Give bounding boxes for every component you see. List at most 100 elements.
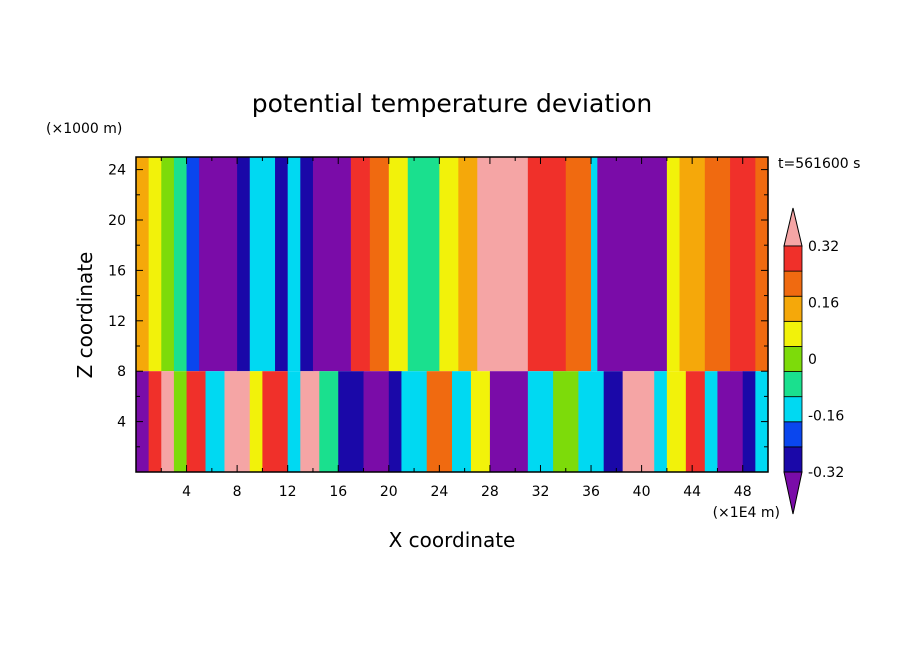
lower-layer-band bbox=[161, 371, 175, 472]
colorbar-swatch bbox=[783, 320, 803, 347]
lower-layer-band bbox=[401, 371, 428, 472]
y-tick-label: 16 bbox=[108, 263, 126, 279]
lower-layer-band bbox=[388, 371, 403, 472]
x-tick-label: 16 bbox=[329, 484, 347, 500]
upper-layer-band bbox=[679, 157, 706, 372]
lower-layer-band bbox=[603, 371, 624, 472]
upper-layer-band bbox=[407, 157, 440, 372]
colorbar: -0.32 -0.16 0 0.16 0.32 bbox=[783, 207, 844, 515]
colorbar-swatch bbox=[783, 371, 803, 398]
upper-layer-band bbox=[136, 157, 150, 372]
x-unit-label: (×1E4 m) bbox=[713, 505, 780, 521]
x-tick-label: 32 bbox=[532, 484, 550, 500]
y-axis: 4 8 12 16 20 24 bbox=[108, 163, 768, 448]
colorbar-swatch bbox=[783, 396, 803, 423]
upper-layer-band bbox=[458, 157, 478, 372]
lower-layer-band bbox=[452, 371, 472, 472]
upper-layer-band bbox=[369, 157, 390, 372]
lower-layer-band bbox=[287, 371, 301, 472]
upper-layer-band bbox=[161, 157, 175, 372]
colorbar-swatch bbox=[783, 421, 803, 448]
lower-layer-band bbox=[685, 371, 706, 472]
plot-frame bbox=[135, 156, 769, 473]
upper-layer-band bbox=[597, 157, 668, 372]
colorbar-swatch bbox=[783, 245, 803, 272]
upper-layer-band bbox=[312, 157, 352, 372]
upper-layer-band bbox=[666, 157, 681, 372]
x-axis: 4 8 12 16 20 24 28 32 36 40 44 48 bbox=[160, 157, 752, 500]
colorbar-label: -0.32 bbox=[808, 465, 844, 481]
upper-layer-band bbox=[199, 157, 238, 372]
x-tick-label: 44 bbox=[683, 484, 701, 500]
upper-layer-band bbox=[755, 157, 769, 372]
colorbar-bottom-arrow bbox=[783, 471, 803, 515]
colorbar-swatch bbox=[783, 270, 803, 297]
lower-layer-band bbox=[704, 371, 719, 472]
colorbar-label: -0.16 bbox=[808, 409, 844, 425]
colorbar-swatch bbox=[783, 446, 803, 473]
contour-field bbox=[136, 157, 769, 472]
lower-layer-band bbox=[654, 371, 668, 472]
x-tick-label: 48 bbox=[734, 484, 752, 500]
lower-layer-band bbox=[186, 371, 207, 472]
upper-layer-band bbox=[275, 157, 289, 372]
y-unit-label: (×1000 m) bbox=[46, 121, 122, 137]
colorbar-label: 0.16 bbox=[808, 296, 839, 312]
lower-layer-band bbox=[742, 371, 756, 472]
lower-layer-band bbox=[426, 371, 453, 472]
colorbar-swatch bbox=[783, 295, 803, 322]
lower-layer-band bbox=[527, 371, 554, 472]
lower-layer-band bbox=[489, 371, 529, 472]
upper-layer-band bbox=[477, 157, 529, 372]
lower-layer-band bbox=[205, 371, 226, 472]
lower-layer-band bbox=[148, 371, 162, 472]
chart-title: potential temperature deviation bbox=[252, 89, 652, 118]
y-axis-label: Z coordinate bbox=[73, 252, 97, 379]
upper-layer-band bbox=[527, 157, 567, 372]
lower-layer-band bbox=[319, 371, 339, 472]
y-tick-label: 8 bbox=[117, 364, 126, 380]
y-tick-label: 24 bbox=[108, 163, 126, 179]
lower-layer-band bbox=[363, 371, 390, 472]
x-axis-label: X coordinate bbox=[389, 528, 516, 552]
lower-layer-band bbox=[717, 371, 744, 472]
x-tick-label: 24 bbox=[430, 484, 448, 500]
x-tick-label: 4 bbox=[182, 484, 191, 500]
upper-layer-band bbox=[388, 157, 409, 372]
x-tick-label: 36 bbox=[582, 484, 600, 500]
lower-layer-band bbox=[262, 371, 289, 472]
x-tick-label: 12 bbox=[279, 484, 297, 500]
lower-layer-band bbox=[173, 371, 188, 472]
upper-layer-band bbox=[173, 157, 188, 372]
lower-layer-band bbox=[338, 371, 365, 472]
lower-layer-band bbox=[249, 371, 263, 472]
x-tick-label: 20 bbox=[380, 484, 398, 500]
upper-layer-band bbox=[730, 157, 756, 372]
colorbar-swatch bbox=[783, 346, 803, 372]
upper-layer-band bbox=[591, 157, 598, 372]
lower-layer-band bbox=[622, 371, 655, 472]
y-tick-label: 20 bbox=[108, 213, 126, 229]
upper-layer-band bbox=[249, 157, 276, 372]
lower-layer-band bbox=[470, 371, 491, 472]
colorbar-label: 0 bbox=[808, 352, 817, 368]
lower-layer-band bbox=[224, 371, 251, 472]
x-tick-label: 40 bbox=[633, 484, 651, 500]
upper-layer-band bbox=[350, 157, 371, 372]
y-tick-label: 12 bbox=[108, 314, 126, 330]
upper-layer-band bbox=[704, 157, 731, 372]
upper-layer-band bbox=[300, 157, 314, 372]
y-tick-label: 4 bbox=[117, 415, 126, 431]
upper-layer-band bbox=[237, 157, 251, 372]
time-label: t=561600 s bbox=[778, 156, 860, 172]
upper-layer-band bbox=[439, 157, 459, 372]
x-tick-label: 28 bbox=[481, 484, 499, 500]
lower-layer-band bbox=[666, 371, 687, 472]
upper-layer-band bbox=[148, 157, 162, 372]
x-tick-label: 8 bbox=[233, 484, 242, 500]
upper-layer-band bbox=[186, 157, 200, 372]
upper-layer-band bbox=[287, 157, 301, 372]
lower-layer-band bbox=[578, 371, 605, 472]
upper-layer-band bbox=[565, 157, 592, 372]
